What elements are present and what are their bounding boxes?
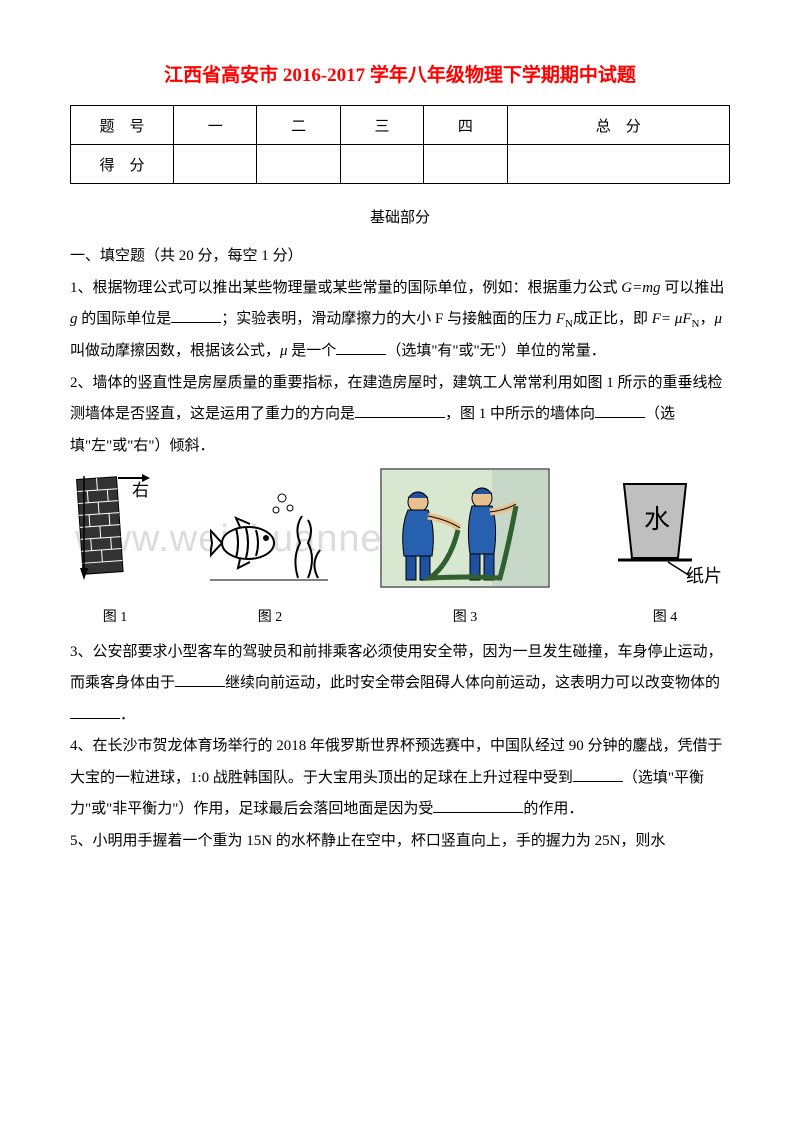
score-table: 题 号 一 二 三 四 总 分 得 分 [70,105,730,184]
question-3: 3、公安部要求小型客车的驾驶员和前排乘客必须使用安全带，因为一旦发生碰撞，车身停… [70,637,730,732]
q3-text: 继续向前运动，此时安全带会阻碍人体向前运动，这表明力可以改变物体的 [225,675,720,691]
cup-paper-icon: 水 纸片 [600,478,730,588]
fig1-label: 图 1 [70,603,160,632]
fig2-label: 图 2 [210,603,330,632]
table-col: 三 [340,106,423,145]
figure-3: 图 3 [380,468,550,633]
blank [70,704,120,719]
question-1: 1、根据物理公式可以推出某些物理量或某些常量的国际单位，例如：根据重力公式 G=… [70,273,730,368]
fish-icon [210,488,330,588]
section-header: 基础部分 [70,206,730,227]
var-mu: μ [714,311,722,327]
section1-heading: 一、填空题（共 20 分，每空 1 分） [70,241,730,273]
table-cell [174,145,257,184]
fig3-label: 图 3 [380,603,550,632]
q2-text: ，图 1 中所示的墙体向 [445,406,595,422]
table-col: 二 [257,106,340,145]
q3-text: ． [120,707,135,723]
q1-text: ；实验表明，滑动摩擦力的大小 F 与接触面的压力 [221,311,556,327]
q5-text: 5、小明用手握着一个重为 15N 的水杯静止在空中，杯口竖直向上，手的握力为 2… [70,833,665,849]
table-cell [257,145,340,184]
figure-1: 右 图 1 [70,468,160,633]
q1-text: 可以推出 [664,280,724,296]
table-col: 四 [424,106,507,145]
workers-icon [380,468,550,588]
question-5: 5、小明用手握着一个重为 15N 的水杯静止在空中，杯口竖直向上，手的握力为 2… [70,826,730,858]
svg-text:水: 水 [644,505,670,534]
q1-text: 成正比，即 [573,311,652,327]
table-row-label: 题 号 [71,106,174,145]
fig4-label: 图 4 [600,603,730,632]
q1-text: 1、根据物理公式可以推出某些物理量或某些常量的国际单位，例如：根据重力公式 [70,280,621,296]
var-mu: μ [280,343,291,359]
table-cell [340,145,423,184]
svg-text:右: 右 [132,481,149,500]
question-4: 4、在长沙市贺龙体育场举行的 2018 年俄罗斯世界杯预选赛中，中国队经过 90… [70,731,730,826]
table-col: 总 分 [507,106,729,145]
q1-text: （选填"有"或"无"）单位的常量． [386,343,606,359]
var-fn: F [556,311,565,327]
figure-4: 水 纸片 图 4 [600,478,730,633]
blank [433,798,523,813]
figures-row: 右 图 1 [70,468,730,633]
table-row-label: 得 分 [71,145,174,184]
blank [573,767,623,782]
table-col: 一 [174,106,257,145]
svg-text:纸片: 纸片 [686,566,722,586]
q1-text: ， [699,311,714,327]
blank [175,672,225,687]
formula: G=mg [621,280,660,296]
blank [171,308,221,323]
figure-2: 图 2 [210,488,330,633]
q4-text: 的作用． [523,801,583,817]
q1-text: 叫做动摩擦因数，根据该公式， [70,343,280,359]
q1-text: 的国际单位是 [81,311,171,327]
blank [336,340,386,355]
blank [595,403,645,418]
table-cell [424,145,507,184]
q1-text: 是一个 [291,343,336,359]
formula: F= μF [652,311,692,327]
wall-plumb-icon: 右 [70,468,160,588]
blank [355,403,445,418]
var-g: g [70,311,81,327]
table-cell [507,145,729,184]
subscript: N [565,318,573,330]
exam-title: 江西省高安市 2016-2017 学年八年级物理下学期期中试题 [70,60,730,87]
question-2: 2、墙体的竖直性是房屋质量的重要指标，在建造房屋时，建筑工人常常利用如图 1 所… [70,368,730,463]
